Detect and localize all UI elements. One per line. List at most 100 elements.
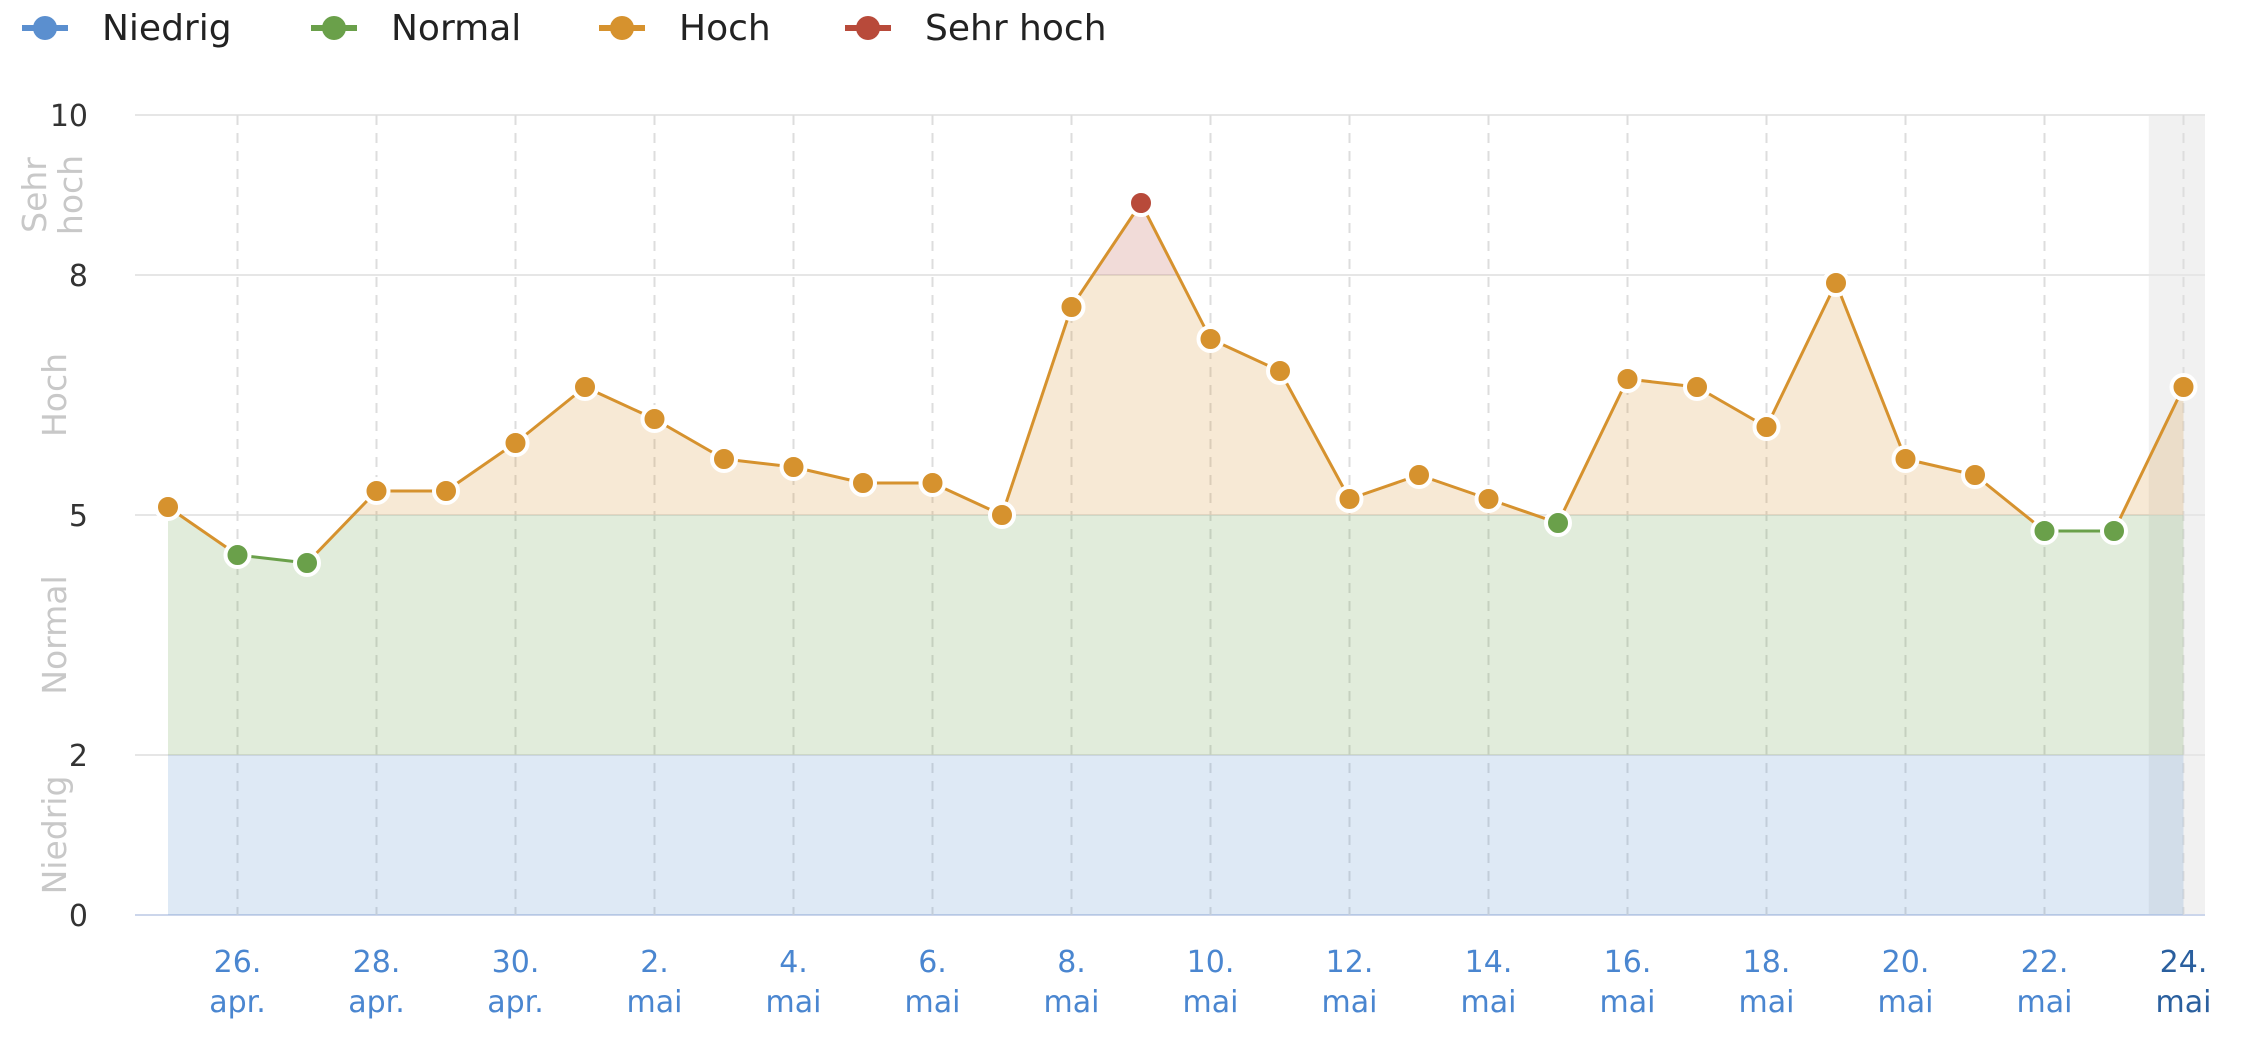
line-segment [1139, 202, 1212, 340]
legend-item-hoch[interactable]: Hoch [599, 8, 771, 49]
x-tick-label: 8. [1057, 945, 1086, 980]
legend-label: Hoch [679, 8, 771, 49]
line-segment [1974, 473, 2046, 533]
data-point [849, 469, 877, 497]
x-tick-label: mai [2017, 985, 2073, 1020]
line-segment [1000, 306, 1073, 516]
line-segment [1834, 282, 1907, 460]
x-tick-label: 14. [1465, 945, 1513, 980]
data-point [1474, 485, 1503, 513]
band-axis-label: Niedrig [35, 776, 74, 895]
data-point [2030, 517, 2059, 545]
legend: Niedrig Normal Hoch Sehr hoch [22, 8, 1107, 49]
legend-label: Niedrig [102, 8, 232, 49]
line-segment [167, 505, 239, 557]
x-tick-label: mai [1322, 985, 1378, 1020]
data-point [223, 541, 252, 569]
data-point [1196, 325, 1225, 353]
legend-item-normal[interactable]: Normal [311, 8, 521, 49]
data-point [1752, 413, 1781, 441]
x-tick-label: 28. [353, 945, 401, 980]
band-label-text: Sehr [15, 157, 54, 233]
grid-lines [135, 114, 2205, 916]
line-segment [305, 489, 378, 565]
series-area [168, 203, 2184, 915]
x-tick-label: 10. [1187, 945, 1235, 980]
legend-item-sehr-hoch[interactable]: Sehr hoch [845, 8, 1107, 49]
data-point [1961, 461, 1989, 489]
line-segment [1765, 282, 1838, 428]
x-tick-label: mai [766, 985, 822, 1020]
x-tick-label: mai [905, 985, 961, 1020]
x-tick-label: 22. [2021, 945, 2069, 980]
x-tick-label: 16. [1604, 945, 1652, 980]
x-tick-label: mai [1044, 985, 1100, 1020]
data-point [640, 405, 669, 433]
line-segment [1278, 370, 1351, 500]
y-tick-label: 2 [69, 739, 88, 774]
x-tick-label: apr. [209, 985, 266, 1020]
data-point [1683, 373, 1711, 401]
x-tick-label: mai [1600, 985, 1656, 1020]
band-label-text: hoch [51, 155, 90, 235]
x-tick-label: mai [1739, 985, 1795, 1020]
band-label-text: Niedrig [35, 776, 74, 895]
data-point [362, 477, 391, 505]
x-tick-label: 30. [492, 945, 540, 980]
data-point [1335, 485, 1364, 513]
data-point [1613, 365, 1642, 393]
area-hoch [168, 275, 2184, 515]
area-normal [168, 515, 2184, 755]
data-point [154, 493, 182, 521]
data-point [1891, 445, 1920, 473]
band-axis-label: Normal [35, 575, 74, 694]
data-point [1266, 357, 1294, 385]
data-point [2169, 373, 2198, 401]
band-axis-label: Hoch [35, 353, 74, 437]
data-point [988, 501, 1016, 529]
legend-item-niedrig[interactable]: Niedrig [22, 8, 232, 49]
x-tick-label: 4. [779, 945, 808, 980]
legend-label: Sehr hoch [925, 8, 1107, 49]
area-niedrig [168, 755, 2184, 915]
x-tick-label: mai [627, 985, 683, 1020]
x-tick-label: 2. [640, 945, 669, 980]
data-point [293, 549, 321, 577]
legend-marker [856, 16, 880, 40]
x-tick-label: 24. [2160, 945, 2208, 980]
legend-marker [33, 16, 57, 40]
data-point [1127, 189, 1155, 217]
line-segment [2112, 386, 2185, 532]
data-point [1057, 293, 1086, 321]
data-point [918, 469, 947, 497]
x-tick-label: 20. [1882, 945, 1930, 980]
area-sehr-hoch [1092, 203, 1178, 275]
x-tick-label: mai [1878, 985, 1934, 1020]
y-tick-label: 10 [50, 99, 88, 134]
x-tick-label: mai [2156, 985, 2212, 1020]
y-tick-label: 0 [69, 899, 88, 934]
data-point [432, 477, 460, 505]
x-tick-label: apr. [348, 985, 405, 1020]
line-segment [514, 385, 586, 445]
x-tick-label: mai [1183, 985, 1239, 1020]
x-tick-label: 26. [214, 945, 262, 980]
data-points [154, 189, 2198, 577]
x-tick-label: 12. [1326, 945, 1374, 980]
data-point [501, 429, 530, 457]
y-tick-label: 8 [69, 259, 88, 294]
x-tick-label: apr. [487, 985, 544, 1020]
legend-marker [322, 16, 346, 40]
band-label-text: Hoch [35, 353, 74, 437]
data-point [1822, 269, 1850, 297]
x-tick-label: mai [1461, 985, 1517, 1020]
data-point [779, 453, 808, 481]
band-label-text: Normal [35, 575, 74, 694]
x-tick-label: 6. [918, 945, 947, 980]
x-axis: 26. apr. 28. apr. 30. apr. 2. mai 4. mai 6. mai 8. ma… [209, 945, 2211, 1020]
x-tick-label: 18. [1743, 945, 1791, 980]
data-point [1544, 509, 1572, 537]
